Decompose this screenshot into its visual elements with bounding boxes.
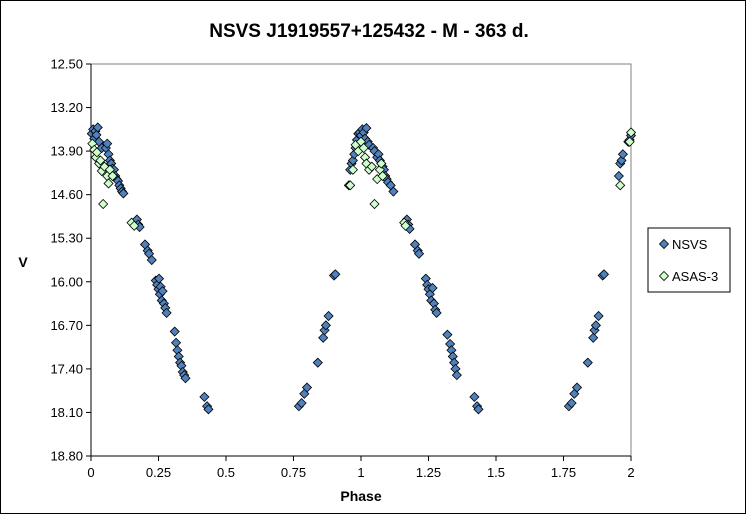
nsvs-point <box>320 320 331 331</box>
asas-3-point <box>347 164 358 175</box>
plot-area <box>90 63 632 457</box>
nsvs-point <box>319 325 330 336</box>
y-tick-label: 12.50 <box>50 57 83 72</box>
legend-marker-nsvs <box>658 238 670 250</box>
nsvs-point <box>451 370 462 381</box>
nsvs-point <box>161 307 172 318</box>
y-tick-label: 16.00 <box>50 274 83 289</box>
nsvs-point <box>469 391 480 402</box>
y-tick-label: 13.20 <box>50 100 83 115</box>
nsvs-point <box>323 310 334 322</box>
nsvs-point <box>118 188 129 199</box>
x-tick-label: 2 <box>627 465 634 480</box>
legend-label-nsvs: NSVS <box>672 237 708 252</box>
nsvs-point <box>590 320 601 331</box>
nsvs-point <box>157 286 168 297</box>
asas-3-point <box>624 136 635 147</box>
asas-3-point <box>95 155 106 166</box>
nsvs-point <box>598 269 610 280</box>
nsvs-point <box>442 329 453 340</box>
nsvs-point <box>588 332 599 343</box>
asas-3-point <box>377 170 388 182</box>
nsvs-point <box>301 382 313 393</box>
y-tick-label: 18.80 <box>50 449 83 464</box>
x-tick-label: 0.75 <box>281 465 306 480</box>
chart-title: NSVS J1919557+125432 - M - 363 d. <box>209 21 529 42</box>
nsvs-point <box>180 373 191 384</box>
asas-3-point <box>615 180 626 191</box>
nsvs-point <box>102 138 113 149</box>
x-tick-label: 0.25 <box>146 465 171 480</box>
asas-3-point <box>358 142 369 154</box>
nsvs-point <box>318 332 329 343</box>
nsvs-point <box>413 248 425 259</box>
x-tick-label: 1.5 <box>487 465 505 480</box>
nsvs-point <box>473 404 484 415</box>
nsvs-point <box>427 282 438 294</box>
nsvs-point <box>582 357 593 368</box>
asas-3-point <box>107 170 118 182</box>
asas-3-point <box>625 127 637 138</box>
nsvs-point <box>613 170 624 182</box>
nsvs-point <box>153 273 165 284</box>
asas-3-point <box>98 198 109 210</box>
nsvs-point <box>146 254 157 266</box>
nsvs-point <box>571 382 583 393</box>
asas-3-point <box>366 161 377 172</box>
nsvs-point <box>296 398 307 409</box>
points-layer <box>86 122 637 415</box>
x-tick-label: 1.75 <box>551 465 576 480</box>
asas-3-point <box>91 147 103 158</box>
x-tick-label: 0 <box>87 465 94 480</box>
nsvs-point <box>388 186 399 197</box>
asas-3-point <box>129 220 140 231</box>
nsvs-point <box>431 307 442 318</box>
asas-3-point <box>103 178 114 189</box>
y-axis-title: V <box>18 254 28 270</box>
asas-3-point <box>345 180 356 191</box>
y-tick-label: 14.60 <box>50 187 83 202</box>
y-tick-label: 16.70 <box>50 318 83 333</box>
nsvs-point <box>361 123 372 134</box>
nsvs-point <box>589 325 600 336</box>
nsvs-point <box>169 326 180 337</box>
legend-box <box>647 227 731 293</box>
nsvs-point <box>330 269 341 280</box>
series-asas-3 <box>87 127 637 231</box>
nsvs-point <box>566 398 577 409</box>
nsvs-point <box>616 155 627 166</box>
asas-3-point <box>400 220 411 231</box>
legend-marker-asas-3 <box>658 270 670 282</box>
nsvs-point <box>364 139 375 150</box>
y-tick-label: 18.10 <box>50 405 83 420</box>
x-tick-label: 0.5 <box>217 465 235 480</box>
x-tick-label: 1 <box>357 465 364 480</box>
y-tick-label: 13.90 <box>50 144 83 159</box>
y-tick-label: 17.40 <box>50 361 83 376</box>
x-axis-title: Phase <box>340 488 381 504</box>
legend-entries: NSVS ASAS-3 <box>658 237 718 284</box>
nsvs-point <box>199 391 210 402</box>
asas-3-point <box>376 158 387 169</box>
asas-3-point <box>99 161 110 172</box>
legend: NSVS ASAS-3 <box>647 227 731 293</box>
legend-label-asas-3: ASAS-3 <box>672 269 718 284</box>
nsvs-point <box>617 149 628 160</box>
nsvs-point <box>593 310 604 322</box>
series-nsvs <box>86 122 637 415</box>
nsvs-point <box>203 404 214 415</box>
asas-3-point <box>369 198 380 210</box>
nsvs-point <box>312 357 323 368</box>
y-tick-label: 15.30 <box>50 231 83 246</box>
x-tick-label: 1.25 <box>416 465 441 480</box>
nsvs-point <box>92 122 103 133</box>
